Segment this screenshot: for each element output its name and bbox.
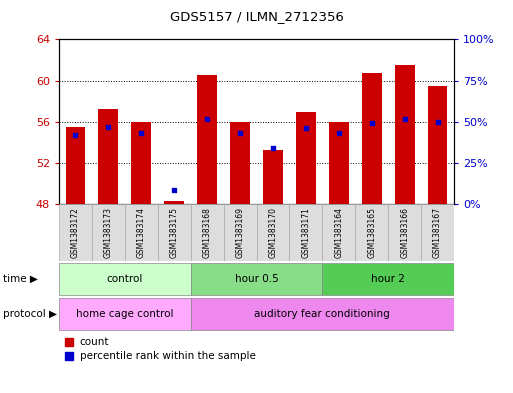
FancyBboxPatch shape [125, 204, 158, 261]
Text: GSM1383166: GSM1383166 [400, 207, 409, 258]
FancyBboxPatch shape [191, 299, 454, 330]
FancyBboxPatch shape [256, 204, 289, 261]
Text: GSM1383171: GSM1383171 [301, 207, 310, 258]
Point [433, 119, 442, 125]
Point [203, 116, 211, 122]
Text: time ▶: time ▶ [3, 274, 37, 284]
Bar [131, 122, 151, 204]
FancyBboxPatch shape [355, 204, 388, 261]
FancyBboxPatch shape [322, 263, 454, 295]
Bar [197, 75, 217, 204]
Point [236, 130, 244, 136]
FancyBboxPatch shape [224, 204, 256, 261]
Bar [230, 122, 250, 204]
FancyBboxPatch shape [191, 204, 224, 261]
Text: control: control [107, 274, 143, 284]
Text: GSM1383169: GSM1383169 [235, 207, 245, 258]
Text: protocol ▶: protocol ▶ [3, 309, 56, 320]
Point [368, 120, 376, 127]
Text: auditory fear conditioning: auditory fear conditioning [254, 309, 390, 320]
Bar [296, 112, 315, 204]
Point [137, 130, 145, 136]
Text: GSM1383167: GSM1383167 [433, 207, 442, 258]
Point [170, 186, 179, 193]
Text: GSM1383168: GSM1383168 [203, 207, 212, 258]
Text: GSM1383175: GSM1383175 [170, 207, 179, 258]
Bar [98, 109, 118, 204]
Text: GSM1383173: GSM1383173 [104, 207, 113, 258]
Legend: count, percentile rank within the sample: count, percentile rank within the sample [64, 337, 255, 362]
Bar [66, 127, 85, 204]
FancyBboxPatch shape [289, 204, 322, 261]
Point [334, 130, 343, 136]
Text: GSM1383172: GSM1383172 [71, 207, 80, 258]
Bar [164, 201, 184, 204]
Bar [362, 73, 382, 204]
Text: GSM1383165: GSM1383165 [367, 207, 376, 258]
FancyBboxPatch shape [421, 204, 454, 261]
Text: GSM1383170: GSM1383170 [268, 207, 278, 258]
FancyBboxPatch shape [322, 204, 355, 261]
FancyBboxPatch shape [92, 204, 125, 261]
Text: GDS5157 / ILMN_2712356: GDS5157 / ILMN_2712356 [170, 10, 343, 23]
FancyBboxPatch shape [59, 299, 191, 330]
Text: hour 0.5: hour 0.5 [234, 274, 279, 284]
Text: home cage control: home cage control [76, 309, 173, 320]
FancyBboxPatch shape [59, 263, 191, 295]
Bar [428, 86, 447, 204]
FancyBboxPatch shape [158, 204, 191, 261]
Point [71, 132, 80, 138]
Bar [329, 122, 349, 204]
Text: GSM1383174: GSM1383174 [137, 207, 146, 258]
FancyBboxPatch shape [388, 204, 421, 261]
Text: hour 2: hour 2 [371, 274, 405, 284]
FancyBboxPatch shape [191, 263, 322, 295]
Point [104, 124, 112, 130]
FancyBboxPatch shape [59, 204, 92, 261]
Point [269, 145, 277, 151]
Point [302, 125, 310, 132]
Text: GSM1383164: GSM1383164 [334, 207, 343, 258]
Bar [263, 150, 283, 204]
Bar [394, 65, 415, 204]
Point [401, 116, 409, 122]
